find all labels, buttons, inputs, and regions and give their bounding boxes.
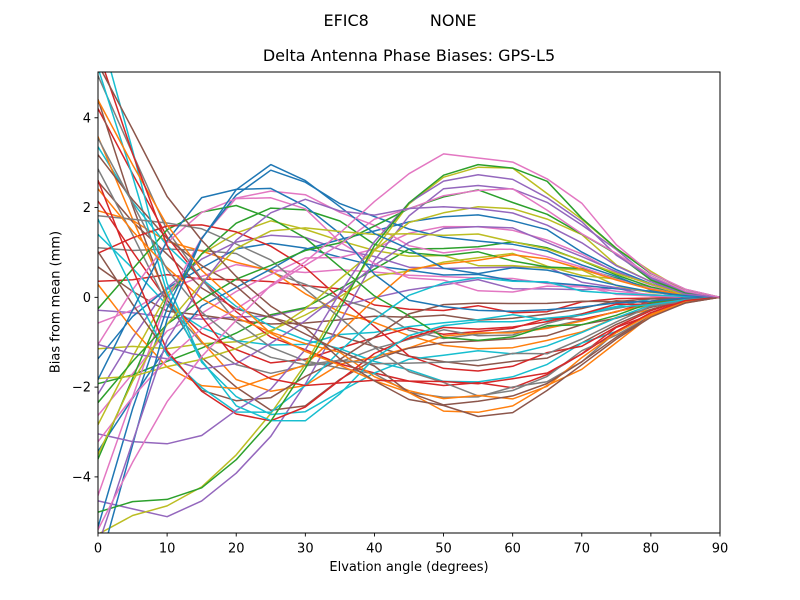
series-line <box>98 254 720 390</box>
series-line <box>98 163 720 513</box>
series-line <box>98 153 720 531</box>
x-tick-label: 10 <box>159 542 176 557</box>
series-line <box>98 215 720 397</box>
x-tick-label: 70 <box>574 542 591 557</box>
x-tick-label: 60 <box>504 542 521 557</box>
series-line <box>98 225 720 370</box>
series-line <box>98 72 720 416</box>
series-line <box>101 198 720 533</box>
series-line <box>104 72 720 387</box>
x-tick-label: 0 <box>94 542 102 557</box>
series-line <box>98 227 720 456</box>
series-line <box>98 187 720 381</box>
x-tick-label: 80 <box>643 542 660 557</box>
x-tick-label: 30 <box>297 542 314 557</box>
x-axis-label: Elvation angle (degrees) <box>329 560 489 575</box>
series-line <box>101 72 720 418</box>
series-line <box>98 188 720 400</box>
series-line <box>110 72 720 422</box>
series-line <box>98 99 720 414</box>
y-tick-label: 2 <box>83 201 91 216</box>
series-line <box>98 224 720 372</box>
x-tick-label: 90 <box>712 542 729 557</box>
series-line <box>98 75 720 399</box>
y-tick-label: −2 <box>72 381 91 396</box>
series-line <box>98 218 720 413</box>
chart-title: Delta Antenna Phase Biases: GPS-L5 <box>262 46 556 65</box>
series-line <box>98 184 720 518</box>
series-line <box>107 163 720 533</box>
y-axis-label: Bias from mean (mm) <box>48 230 64 374</box>
series-line <box>98 137 720 366</box>
x-tick-label: 50 <box>435 542 452 557</box>
series-line <box>98 234 720 395</box>
y-tick-label: 4 <box>83 111 91 126</box>
x-tick-label: 40 <box>366 542 383 557</box>
series-line <box>98 197 720 346</box>
y-tick-label: −4 <box>72 470 91 485</box>
series-line <box>98 190 720 497</box>
y-tick-label: 0 <box>83 291 91 306</box>
series-line <box>98 179 720 422</box>
axes-frame <box>97 71 721 534</box>
series-line <box>98 263 720 324</box>
series-line <box>98 207 720 460</box>
figure-suptitle: EFIC8 NONE <box>323 11 477 30</box>
x-tick-label: 20 <box>228 542 245 557</box>
series-line <box>98 168 720 375</box>
